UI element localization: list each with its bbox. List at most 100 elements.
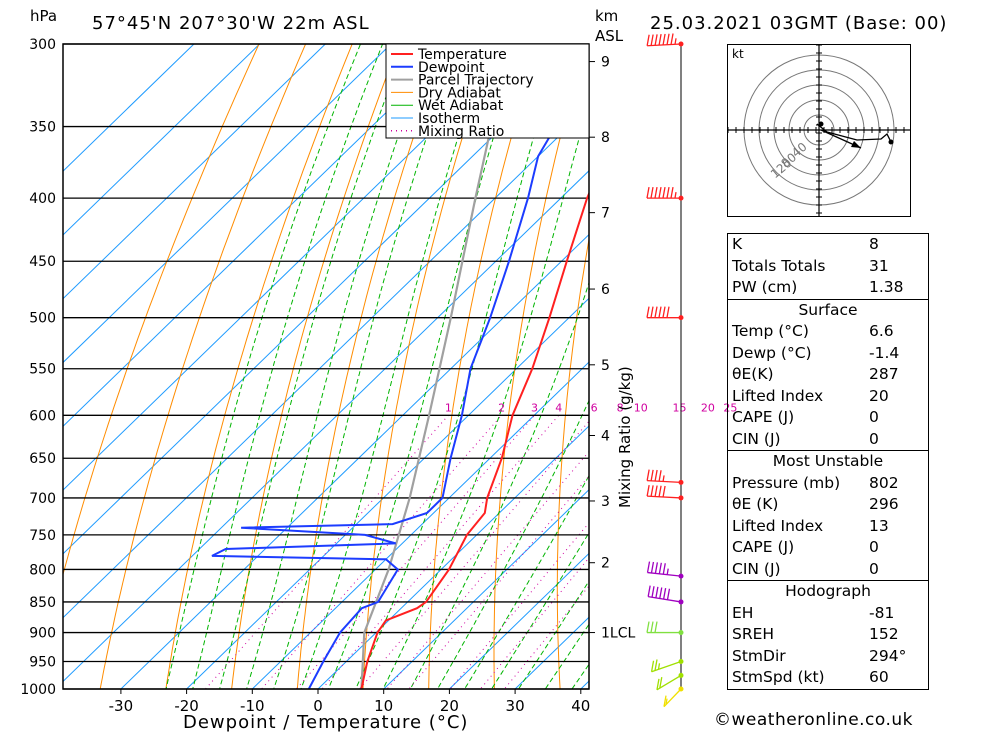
wind-barb-flag bbox=[666, 33, 670, 45]
isotherm-line bbox=[317, 425, 589, 689]
wet-adiabat-line bbox=[165, 44, 362, 689]
wind-barb-flag bbox=[650, 469, 654, 481]
credit-link[interactable]: ©weatheronline.co.uk bbox=[714, 710, 914, 730]
isotherm-line bbox=[63, 106, 589, 619]
mixing-ratio-label: 4 bbox=[555, 401, 562, 414]
height-km-label: 4 bbox=[601, 428, 610, 444]
wind-barb-dot bbox=[678, 41, 684, 47]
pressure-tick-label: 450 bbox=[29, 254, 56, 270]
isotherm-line bbox=[63, 170, 589, 683]
pressure-tick-label: 700 bbox=[29, 491, 56, 507]
pressure-tick-label: 400 bbox=[29, 191, 56, 207]
pressure-tick-labels: 300 350 400 450 500 550 600 650 700 750 800 850 900 9… bbox=[20, 37, 56, 698]
wind-barb bbox=[646, 485, 684, 501]
isotherm-line bbox=[383, 488, 589, 689]
wind-barb-flag bbox=[658, 187, 662, 199]
isotherm-line bbox=[63, 44, 326, 300]
legend-entry: Wet Adiabat bbox=[418, 98, 504, 114]
totals-totals-value: 31 bbox=[869, 256, 889, 275]
legend-entry: Dry Adiabat bbox=[418, 85, 501, 101]
mixing-ratio-label: 3 bbox=[531, 401, 538, 414]
wet-adiabat-line bbox=[464, 474, 589, 689]
temperature-tick-label: 30 bbox=[506, 697, 525, 715]
wet-adiabat-line bbox=[409, 281, 589, 689]
pressure-tick-label: 950 bbox=[29, 655, 56, 671]
wind-barb-dot bbox=[678, 573, 684, 579]
mixing-ratio-line bbox=[295, 414, 535, 689]
eh-label: EH bbox=[732, 603, 754, 622]
wind-barb bbox=[646, 561, 684, 579]
mu-cape-value: 0 bbox=[869, 538, 879, 556]
isotherm-line bbox=[63, 44, 195, 172]
parcel-trajectory-line bbox=[360, 44, 511, 689]
wind-barb-flag bbox=[662, 33, 666, 46]
mu-cin-value: 0 bbox=[869, 559, 879, 578]
wind-barb-staff bbox=[663, 688, 682, 708]
k-value: 8 bbox=[869, 235, 879, 253]
dewpoint-line bbox=[211, 44, 567, 689]
wind-barb-flag bbox=[646, 34, 650, 46]
stmspd-value: 60 bbox=[869, 668, 889, 686]
isotherm-line bbox=[186, 297, 589, 689]
wind-barb-flag bbox=[662, 485, 666, 498]
wind-barb bbox=[647, 585, 684, 605]
wind-barb-flag bbox=[658, 306, 662, 318]
wind-barb-staff bbox=[651, 660, 682, 673]
wind-barb-flag bbox=[654, 485, 658, 497]
pressure-tick-label: 550 bbox=[29, 362, 56, 378]
wind-barb-flag bbox=[662, 187, 666, 199]
hodograph-unit: kt bbox=[732, 47, 744, 61]
pressure-tick-label: 600 bbox=[29, 408, 56, 424]
wind-barb-flag bbox=[650, 660, 655, 672]
wind-barb-dot bbox=[678, 495, 684, 501]
wind-barb-half bbox=[662, 475, 665, 482]
wind-barb-flag bbox=[646, 187, 650, 199]
stmdir-label: StmDir bbox=[732, 646, 786, 665]
wind-barb-flag bbox=[659, 677, 663, 689]
wind-barb bbox=[663, 686, 684, 708]
height-km-label: 5 bbox=[601, 358, 610, 374]
mu-li-label: Lifted Index bbox=[732, 516, 824, 535]
mu-cin-label: CIN (J) bbox=[732, 559, 781, 578]
k-label: K bbox=[732, 235, 743, 253]
temperature-tick-labels: -30 -20 -10 0 10 20 30 40 bbox=[109, 689, 590, 715]
mixing-ratio-line bbox=[321, 414, 560, 689]
wind-barb-dot bbox=[678, 672, 684, 678]
wind-barb-flag bbox=[662, 563, 666, 575]
dry-adiabat-line bbox=[951, 0, 1000, 715]
wind-barb-flag bbox=[663, 695, 667, 707]
wet-adiabat-line bbox=[300, 44, 489, 689]
temperature-tick-label: 10 bbox=[374, 697, 393, 715]
height-km-label: 2 bbox=[601, 556, 610, 572]
eh-value: -81 bbox=[869, 603, 895, 622]
wind-barb-half bbox=[666, 568, 669, 575]
pw-value: 1.38 bbox=[869, 278, 904, 296]
mixing-ratio-line bbox=[260, 414, 502, 689]
wind-barb-flag bbox=[658, 470, 662, 482]
mixing-ratio-label: 6 bbox=[591, 401, 598, 414]
wind-barb-flag bbox=[655, 586, 659, 599]
wind-barb-dot bbox=[678, 630, 684, 636]
isotherm-line bbox=[251, 361, 589, 689]
sreh-value: 152 bbox=[869, 625, 899, 643]
hodograph-end-dot bbox=[888, 139, 894, 145]
wind-barb-staff bbox=[647, 495, 682, 499]
pressure-unit-label: hPa bbox=[30, 7, 57, 25]
pw-label: PW (cm) bbox=[732, 278, 798, 296]
dry-adiabat-line bbox=[619, 0, 704, 715]
surface-title: Surface bbox=[798, 300, 858, 319]
wind-barb-flag bbox=[666, 588, 671, 600]
surface-temp-label: Temp (°C) bbox=[732, 322, 809, 340]
pressure-tick-label: 350 bbox=[29, 120, 56, 136]
isotherm-line bbox=[449, 552, 589, 689]
wind-barb-flag bbox=[666, 306, 670, 318]
surface-cape-value: 0 bbox=[869, 408, 879, 426]
wind-barb bbox=[646, 33, 684, 47]
mu-cape-label: CAPE (J) bbox=[732, 538, 795, 556]
hodograph-stats-title: Hodograph bbox=[785, 582, 871, 600]
mu-pressure-value: 802 bbox=[869, 473, 899, 492]
pressure-tick-label: 900 bbox=[29, 626, 56, 642]
